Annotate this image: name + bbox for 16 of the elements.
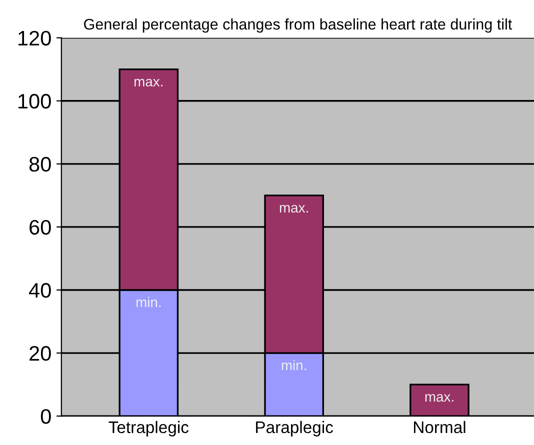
x-tick-label: Normal — [414, 420, 466, 434]
data-label: min. — [282, 360, 306, 370]
x-tick-label: Paraplegic — [256, 420, 334, 436]
chart-title: General percentage changes from baseline heart rate during tilt — [84, 18, 512, 33]
data-label: max. — [134, 78, 162, 86]
data-label: max. — [280, 204, 308, 213]
y-tick-label: 20 — [30, 346, 51, 361]
y-tick-label: 80 — [29, 156, 51, 172]
x-tick-label: Tetraplegic — [108, 420, 189, 436]
data-label: min. — [136, 296, 161, 307]
y-tick-label: 0 — [40, 409, 51, 424]
y-tick-label: 60 — [30, 220, 51, 235]
y-tick-label: 40 — [28, 282, 51, 298]
y-tick-label: 120 — [18, 30, 51, 46]
y-tick-label: 100 — [18, 94, 51, 109]
data-label: max. — [425, 394, 454, 402]
